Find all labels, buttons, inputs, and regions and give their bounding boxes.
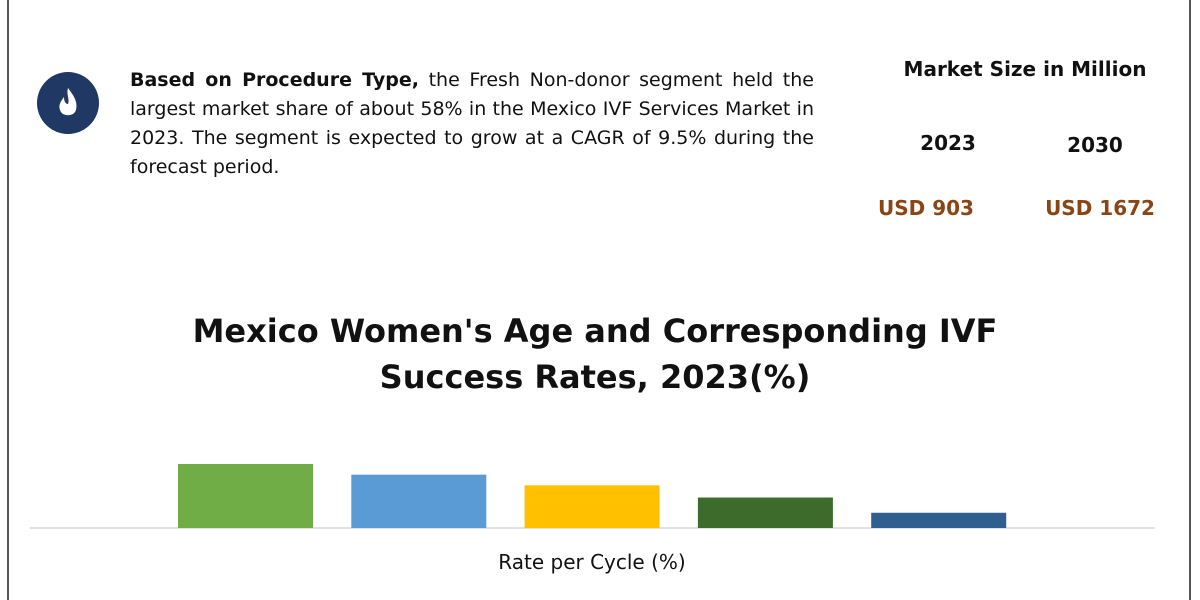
market-value: USD 903: [878, 196, 974, 220]
intro-text: Based on Procedure Type, the Fresh Non-d…: [130, 66, 814, 182]
bar: [524, 485, 660, 528]
market-heading: Market Size in Million: [903, 57, 1147, 81]
year: 2030: [1067, 133, 1123, 157]
icon-circle: [37, 72, 99, 134]
year: 2023: [920, 131, 976, 155]
bar: [178, 464, 313, 528]
chart-title: Mexico Women's Age and Corresponding IVF…: [192, 312, 998, 396]
intro-body: the Fresh Non-donor segment held the lar…: [130, 69, 814, 178]
market-value: USD 1672: [1045, 196, 1155, 220]
intro-lead: Based on Procedure Type,: [130, 69, 419, 91]
bar: [697, 497, 833, 528]
bar: [871, 512, 1007, 528]
bar: [351, 474, 487, 528]
flame-icon: [59, 88, 77, 116]
x-axis-label: Rate per Cycle (%): [498, 550, 686, 574]
